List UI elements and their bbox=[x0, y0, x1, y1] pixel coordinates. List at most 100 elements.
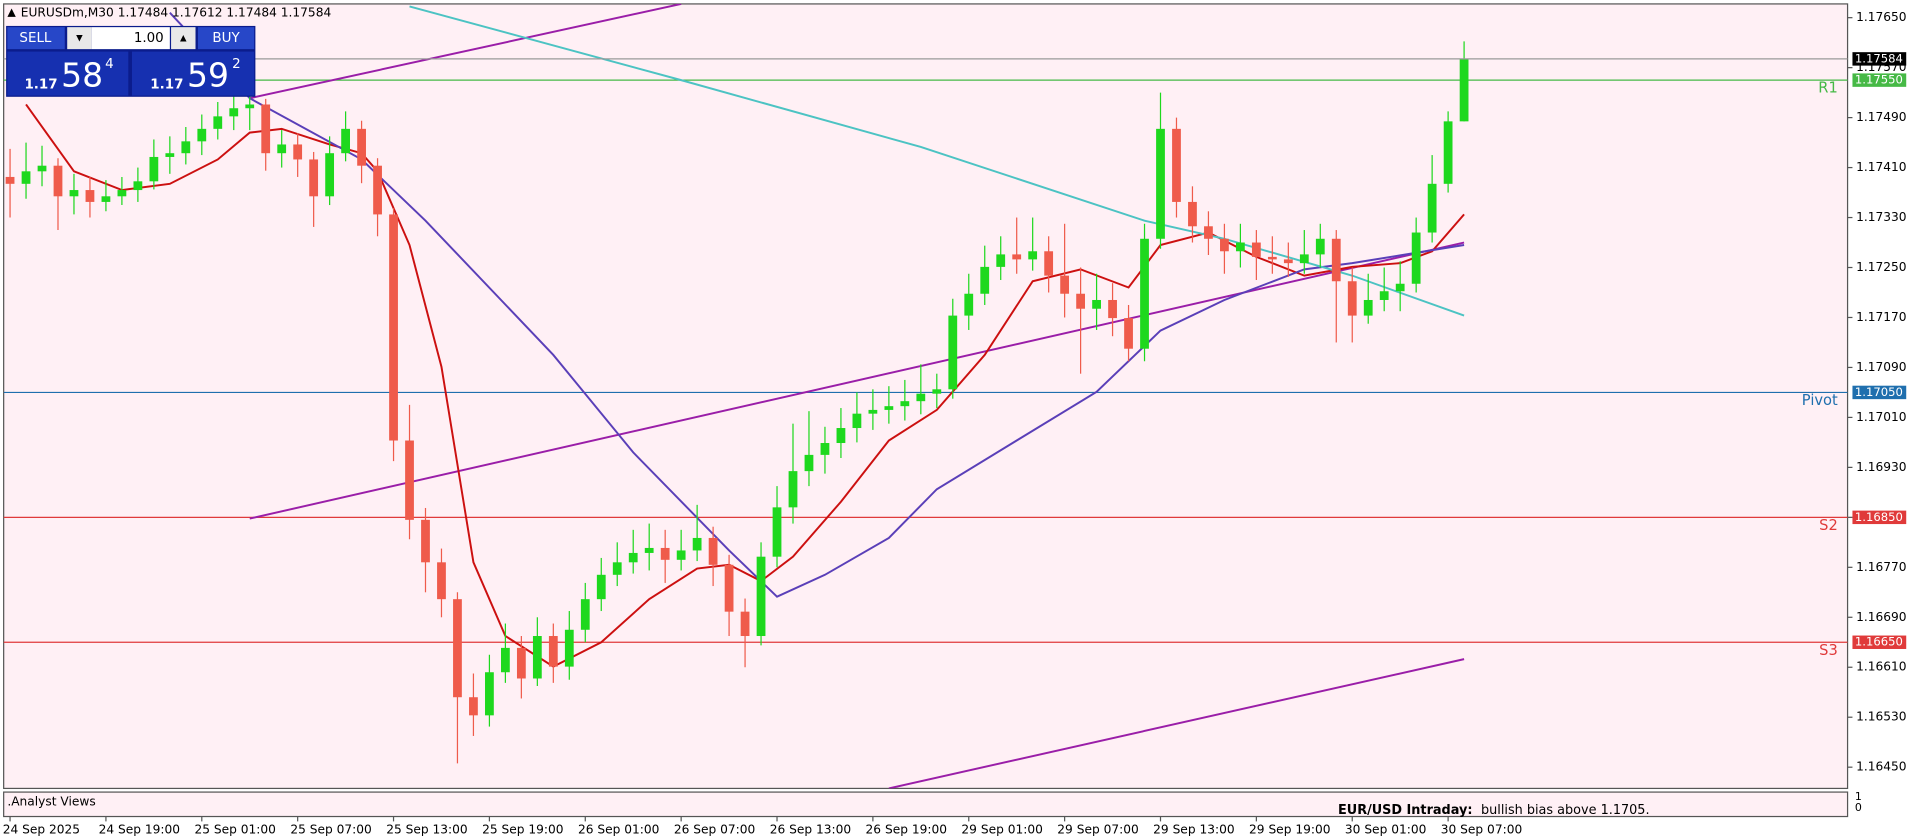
candle-body bbox=[852, 413, 862, 429]
lot-down-icon: ▼ bbox=[76, 34, 83, 44]
buy-label: BUY bbox=[212, 31, 240, 46]
moving-average bbox=[169, 12, 1465, 598]
ask-box[interactable] bbox=[131, 51, 255, 96]
x-tick-label: 26 Sep 07:00 bbox=[674, 822, 755, 836]
candle-body bbox=[1012, 254, 1022, 260]
candle-body bbox=[277, 144, 287, 154]
candle-body bbox=[500, 647, 510, 673]
candle-body bbox=[516, 647, 526, 679]
price-box bbox=[1852, 52, 1907, 66]
candle-body bbox=[644, 547, 654, 553]
candle-body bbox=[21, 171, 31, 184]
candle-body bbox=[101, 196, 111, 202]
y-tick-label: 1.16770 bbox=[1856, 560, 1906, 574]
candle-body bbox=[117, 190, 127, 197]
candle-body bbox=[85, 190, 95, 202]
candle-body bbox=[740, 611, 750, 637]
high: 1.17612 bbox=[172, 5, 222, 19]
candle-body bbox=[229, 108, 239, 117]
sell-button[interactable] bbox=[7, 27, 65, 50]
y-tick-label: 1.17010 bbox=[1856, 410, 1906, 424]
candle-body bbox=[1395, 283, 1405, 292]
candle-body bbox=[916, 393, 926, 402]
buy-button[interactable] bbox=[197, 27, 255, 50]
candle-body bbox=[69, 190, 79, 197]
candle-body bbox=[1427, 183, 1437, 233]
x-tick-label: 26 Sep 01:00 bbox=[578, 822, 659, 836]
analysis-text: bullish bias above 1.1705. bbox=[1481, 803, 1650, 818]
candle-body bbox=[756, 556, 766, 637]
level-price: 1.17550 bbox=[1855, 73, 1903, 87]
bid-box[interactable] bbox=[7, 51, 129, 96]
candle-body bbox=[708, 537, 718, 565]
candle-body bbox=[1267, 256, 1277, 260]
lot-input[interactable] bbox=[91, 27, 170, 50]
candle-body bbox=[548, 636, 558, 667]
candle-body bbox=[1379, 291, 1389, 300]
candle-body bbox=[932, 389, 942, 394]
x-tick-label: 29 Sep 13:00 bbox=[1153, 822, 1234, 836]
lot-up[interactable] bbox=[171, 27, 196, 50]
candle-body bbox=[1028, 251, 1038, 260]
ask-pips: 59 bbox=[187, 56, 229, 95]
low: 1.17484 bbox=[226, 5, 277, 19]
candle-body bbox=[1044, 251, 1054, 276]
plot-layer bbox=[3, 3, 1848, 789]
level-price-box bbox=[1852, 73, 1907, 87]
analysis-heading: EUR/USD Intraday: bbox=[1338, 803, 1472, 818]
candle-body bbox=[1443, 121, 1453, 184]
level-name: S3 bbox=[1819, 642, 1838, 659]
candle-body bbox=[580, 599, 590, 630]
x-tick-label: 30 Sep 01:00 bbox=[1345, 822, 1426, 836]
x-tick-label: 26 Sep 19:00 bbox=[866, 822, 947, 836]
level-price-box bbox=[1852, 635, 1907, 649]
y-tick-label: 1.17410 bbox=[1856, 160, 1906, 174]
candle-body bbox=[341, 128, 350, 154]
candle-body bbox=[980, 266, 990, 294]
candle-body bbox=[149, 156, 159, 182]
candle-body bbox=[1299, 254, 1309, 264]
price-box-label: 1.17584 bbox=[1855, 51, 1903, 65]
level-price-box bbox=[1852, 385, 1907, 400]
chart-header: EURUSDm,M30 1.17484 1.17612 1.17484 1.17… bbox=[21, 5, 332, 19]
candle-body bbox=[325, 153, 335, 197]
indicator-scale-top: 1 bbox=[1855, 790, 1862, 803]
candle-body bbox=[660, 547, 670, 560]
y-tick-label: 1.17650 bbox=[1856, 10, 1906, 24]
y-tick-label: 1.16530 bbox=[1856, 710, 1906, 724]
level-name: R1 bbox=[1818, 80, 1838, 97]
candle-body bbox=[676, 550, 686, 560]
y-tick-label: 1.17170 bbox=[1856, 310, 1906, 324]
candle-body bbox=[804, 454, 814, 472]
candle-body bbox=[612, 562, 622, 575]
plot-area bbox=[3, 3, 1849, 790]
candle-body bbox=[437, 562, 446, 600]
candle-body bbox=[1235, 242, 1245, 252]
candle-body bbox=[1363, 299, 1373, 316]
x-tick-label: 29 Sep 07:00 bbox=[1057, 822, 1138, 836]
candle-body bbox=[948, 315, 958, 390]
ask-fraction: 2 bbox=[232, 57, 241, 72]
candle-body bbox=[1204, 226, 1213, 239]
candle-body bbox=[1315, 238, 1325, 255]
candle-body bbox=[1251, 242, 1261, 257]
lot-down[interactable] bbox=[67, 27, 92, 50]
indicator-name: .Analyst Views bbox=[7, 794, 95, 808]
candle-body bbox=[37, 165, 47, 172]
x-tick-label: 25 Sep 13:00 bbox=[386, 822, 467, 836]
candle-body bbox=[1076, 293, 1086, 309]
ask-big: 1.17 bbox=[150, 78, 183, 93]
y-tick-label: 1.17090 bbox=[1856, 360, 1906, 374]
candle-body bbox=[389, 214, 398, 441]
candle-body bbox=[1220, 238, 1229, 252]
bid-big: 1.17 bbox=[24, 78, 57, 93]
level-price: 1.16850 bbox=[1855, 510, 1903, 524]
candle-body bbox=[1347, 281, 1357, 316]
header-arrow: ▲ bbox=[7, 5, 16, 18]
candle-body bbox=[1331, 238, 1341, 282]
candle-body bbox=[1459, 58, 1469, 122]
indicator-scale-bottom: 0 bbox=[1855, 801, 1862, 814]
y-tick-label: 1.17250 bbox=[1856, 260, 1906, 274]
bid-pips: 58 bbox=[61, 56, 103, 95]
